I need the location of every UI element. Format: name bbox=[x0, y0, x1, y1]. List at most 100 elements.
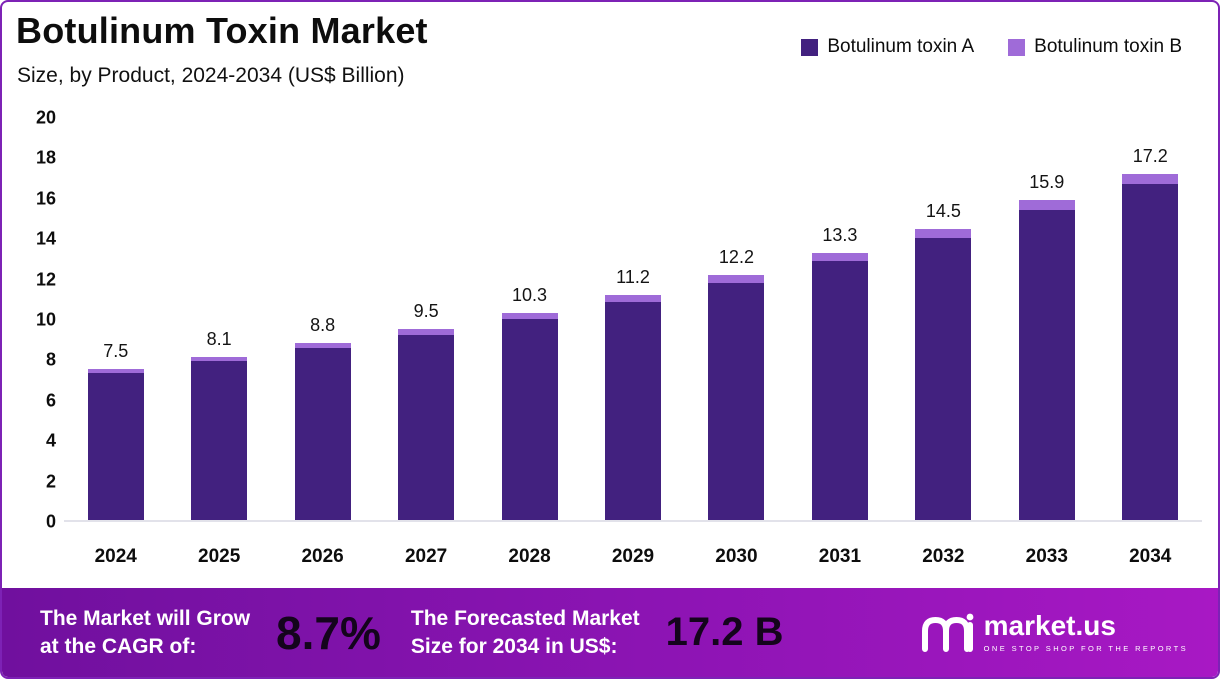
bar-group: 17.2 bbox=[1099, 118, 1202, 520]
y-tick-label: 14 bbox=[35, 228, 56, 249]
x-tick-label: 2028 bbox=[508, 546, 551, 567]
cagr-value: 8.7% bbox=[276, 606, 381, 659]
bar-segment-toxin-a bbox=[398, 335, 455, 520]
stacked-bar bbox=[1018, 200, 1075, 520]
y-tick-label: 12 bbox=[35, 269, 56, 290]
bar-value-label: 17.2 bbox=[1132, 146, 1168, 167]
page-subtitle: Size, by Product, 2024-2034 (US$ Billion… bbox=[17, 64, 405, 87]
bar-segment-toxin-b bbox=[708, 274, 765, 283]
bar-segment-toxin-b bbox=[1018, 200, 1075, 211]
legend-label-toxin-b: Botulinum toxin B bbox=[1034, 36, 1182, 57]
legend-item-toxin-a: Botulinum toxin A bbox=[801, 36, 974, 58]
y-tick-label: 0 bbox=[45, 511, 56, 532]
forecast-label-line2: Size for 2034 in US$: bbox=[410, 634, 618, 658]
chart-legend: Botulinum toxin A Botulinum toxin B bbox=[801, 36, 1182, 58]
y-tick-label: 8 bbox=[45, 349, 56, 370]
bar-group: 13.3 bbox=[788, 118, 891, 520]
bar-value-label: 12.2 bbox=[718, 246, 754, 267]
bar-group: 15.9 bbox=[995, 118, 1098, 520]
bar-segment-toxin-a bbox=[294, 348, 351, 520]
page-title: Botulinum Toxin Market bbox=[16, 10, 428, 51]
legend-swatch-toxin-a-icon bbox=[801, 38, 819, 56]
stacked-bar bbox=[191, 357, 248, 520]
bar-group: 8.8 bbox=[271, 118, 374, 520]
brand-text: market.us ONE STOP SHOP FOR THE REPORTS bbox=[983, 610, 1188, 654]
bar-segment-toxin-a bbox=[1018, 210, 1075, 520]
bar-segment-toxin-b bbox=[398, 329, 455, 336]
bar-segment-toxin-a bbox=[1122, 184, 1179, 520]
stacked-bar bbox=[294, 343, 351, 520]
forecast-label-line1: The Forecasted Market bbox=[410, 607, 640, 631]
forecast-value: 17.2 B bbox=[665, 610, 784, 654]
stacked-bar bbox=[398, 329, 455, 520]
x-tick-label: 2026 bbox=[301, 546, 344, 567]
stacked-bar bbox=[501, 312, 558, 520]
cagr-label: The Market will Grow at the CAGR of: bbox=[40, 605, 250, 660]
y-tick-label: 2 bbox=[45, 471, 56, 492]
stacked-bar bbox=[915, 228, 972, 520]
bar-group: 12.2 bbox=[685, 118, 788, 520]
bar-value-label: 14.5 bbox=[925, 200, 961, 221]
legend-item-toxin-b: Botulinum toxin B bbox=[1008, 36, 1182, 58]
x-tick-label: 2032 bbox=[922, 546, 965, 567]
bar-segment-toxin-b bbox=[501, 312, 558, 319]
y-tick-label: 20 bbox=[35, 107, 56, 128]
bar-group: 7.5 bbox=[64, 118, 167, 520]
x-tick-label: 2031 bbox=[818, 546, 862, 567]
market-us-logo-icon bbox=[921, 613, 974, 652]
bar-group: 11.2 bbox=[581, 118, 684, 520]
bar-segment-toxin-a bbox=[811, 260, 868, 520]
bar-value-label: 10.3 bbox=[512, 284, 548, 305]
forecast-label: The Forecasted Market Size for 2034 in U… bbox=[411, 605, 640, 660]
stacked-bar bbox=[708, 274, 765, 520]
bar-segment-toxin-a bbox=[708, 282, 765, 520]
bar-value-label: 9.5 bbox=[413, 301, 439, 322]
bar-value-label: 13.3 bbox=[822, 224, 858, 245]
y-tick-label: 16 bbox=[35, 188, 56, 209]
y-tick-label: 6 bbox=[45, 390, 56, 411]
legend-swatch-toxin-b-icon bbox=[1008, 38, 1026, 56]
x-axis: 2024 2025 2026 2027 2028 2029 2030 2031 2032 2033… bbox=[64, 546, 1202, 568]
x-tick-label: 2025 bbox=[198, 546, 241, 567]
bar-segment-toxin-a bbox=[87, 373, 144, 520]
bars-container: 7.5 8.1 8.8 9.5 10.3 11.2 12.2 13.3 14.5 15.9 17.2 bbox=[64, 118, 1202, 520]
bar-group: 14.5 bbox=[892, 118, 995, 520]
y-tick-label: 10 bbox=[35, 309, 56, 330]
x-tick-label: 2029 bbox=[611, 546, 655, 567]
plot-area: 7.5 8.1 8.8 9.5 10.3 11.2 12.2 13.3 14.5 15.9 17.2 bbox=[64, 118, 1202, 522]
bar-segment-toxin-b bbox=[294, 343, 351, 349]
x-tick-label: 2030 bbox=[715, 546, 758, 567]
stacked-bar bbox=[811, 252, 868, 520]
cagr-label-line2: at the CAGR of: bbox=[40, 634, 197, 658]
brand-name: market.us bbox=[983, 610, 1116, 641]
x-tick-label: 2027 bbox=[404, 546, 448, 567]
cagr-label-line1: The Market will Grow bbox=[40, 607, 251, 631]
bar-segment-toxin-b bbox=[811, 252, 868, 261]
bar-segment-toxin-a bbox=[501, 319, 558, 520]
x-tick-label: 2033 bbox=[1025, 546, 1068, 567]
bar-segment-toxin-b bbox=[604, 294, 661, 302]
y-axis: 0 2 4 6 8 10 12 14 16 18 20 bbox=[12, 108, 56, 532]
bar-group: 9.5 bbox=[374, 118, 477, 520]
bar-value-label: 8.1 bbox=[206, 329, 232, 350]
bar-segment-toxin-a bbox=[604, 301, 661, 520]
y-tick-label: 4 bbox=[45, 430, 56, 451]
stacked-bar bbox=[1122, 174, 1179, 520]
bar-segment-toxin-b bbox=[915, 228, 972, 238]
bar-value-label: 7.5 bbox=[103, 341, 129, 362]
bar-group: 8.1 bbox=[167, 118, 270, 520]
x-tick-label: 2034 bbox=[1129, 546, 1172, 567]
stacked-bar bbox=[87, 369, 144, 520]
bar-value-label: 11.2 bbox=[616, 266, 650, 287]
bottom-stats-banner: The Market will Grow at the CAGR of: 8.7… bbox=[2, 588, 1218, 677]
bar-group: 10.3 bbox=[478, 118, 581, 520]
x-tick-label: 2024 bbox=[94, 546, 137, 567]
bar-segment-toxin-b bbox=[87, 369, 144, 374]
bar-value-label: 8.8 bbox=[310, 315, 336, 336]
bar-segment-toxin-a bbox=[191, 361, 248, 520]
y-tick-label: 18 bbox=[35, 147, 56, 168]
brand-logo: market.us ONE STOP SHOP FOR THE REPORTS bbox=[920, 611, 1188, 655]
bar-segment-toxin-b bbox=[191, 357, 248, 362]
bar-segment-toxin-b bbox=[1122, 174, 1179, 185]
